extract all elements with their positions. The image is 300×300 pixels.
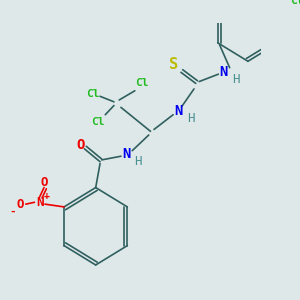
Text: O: O bbox=[40, 176, 48, 188]
Text: H: H bbox=[187, 112, 194, 125]
Text: N: N bbox=[122, 147, 130, 161]
Text: O: O bbox=[17, 198, 24, 211]
Text: H: H bbox=[135, 155, 142, 168]
Text: H: H bbox=[232, 73, 239, 86]
Text: S: S bbox=[169, 58, 178, 73]
Text: Cl: Cl bbox=[92, 117, 105, 127]
Text: O: O bbox=[77, 138, 85, 152]
Text: N: N bbox=[174, 104, 182, 118]
Text: Cl: Cl bbox=[135, 78, 148, 88]
Text: -: - bbox=[9, 206, 16, 217]
Text: N: N bbox=[219, 65, 228, 79]
Text: Cl: Cl bbox=[86, 89, 100, 100]
Text: Cl: Cl bbox=[290, 0, 300, 6]
Text: +: + bbox=[44, 191, 50, 201]
Text: N: N bbox=[36, 196, 44, 209]
